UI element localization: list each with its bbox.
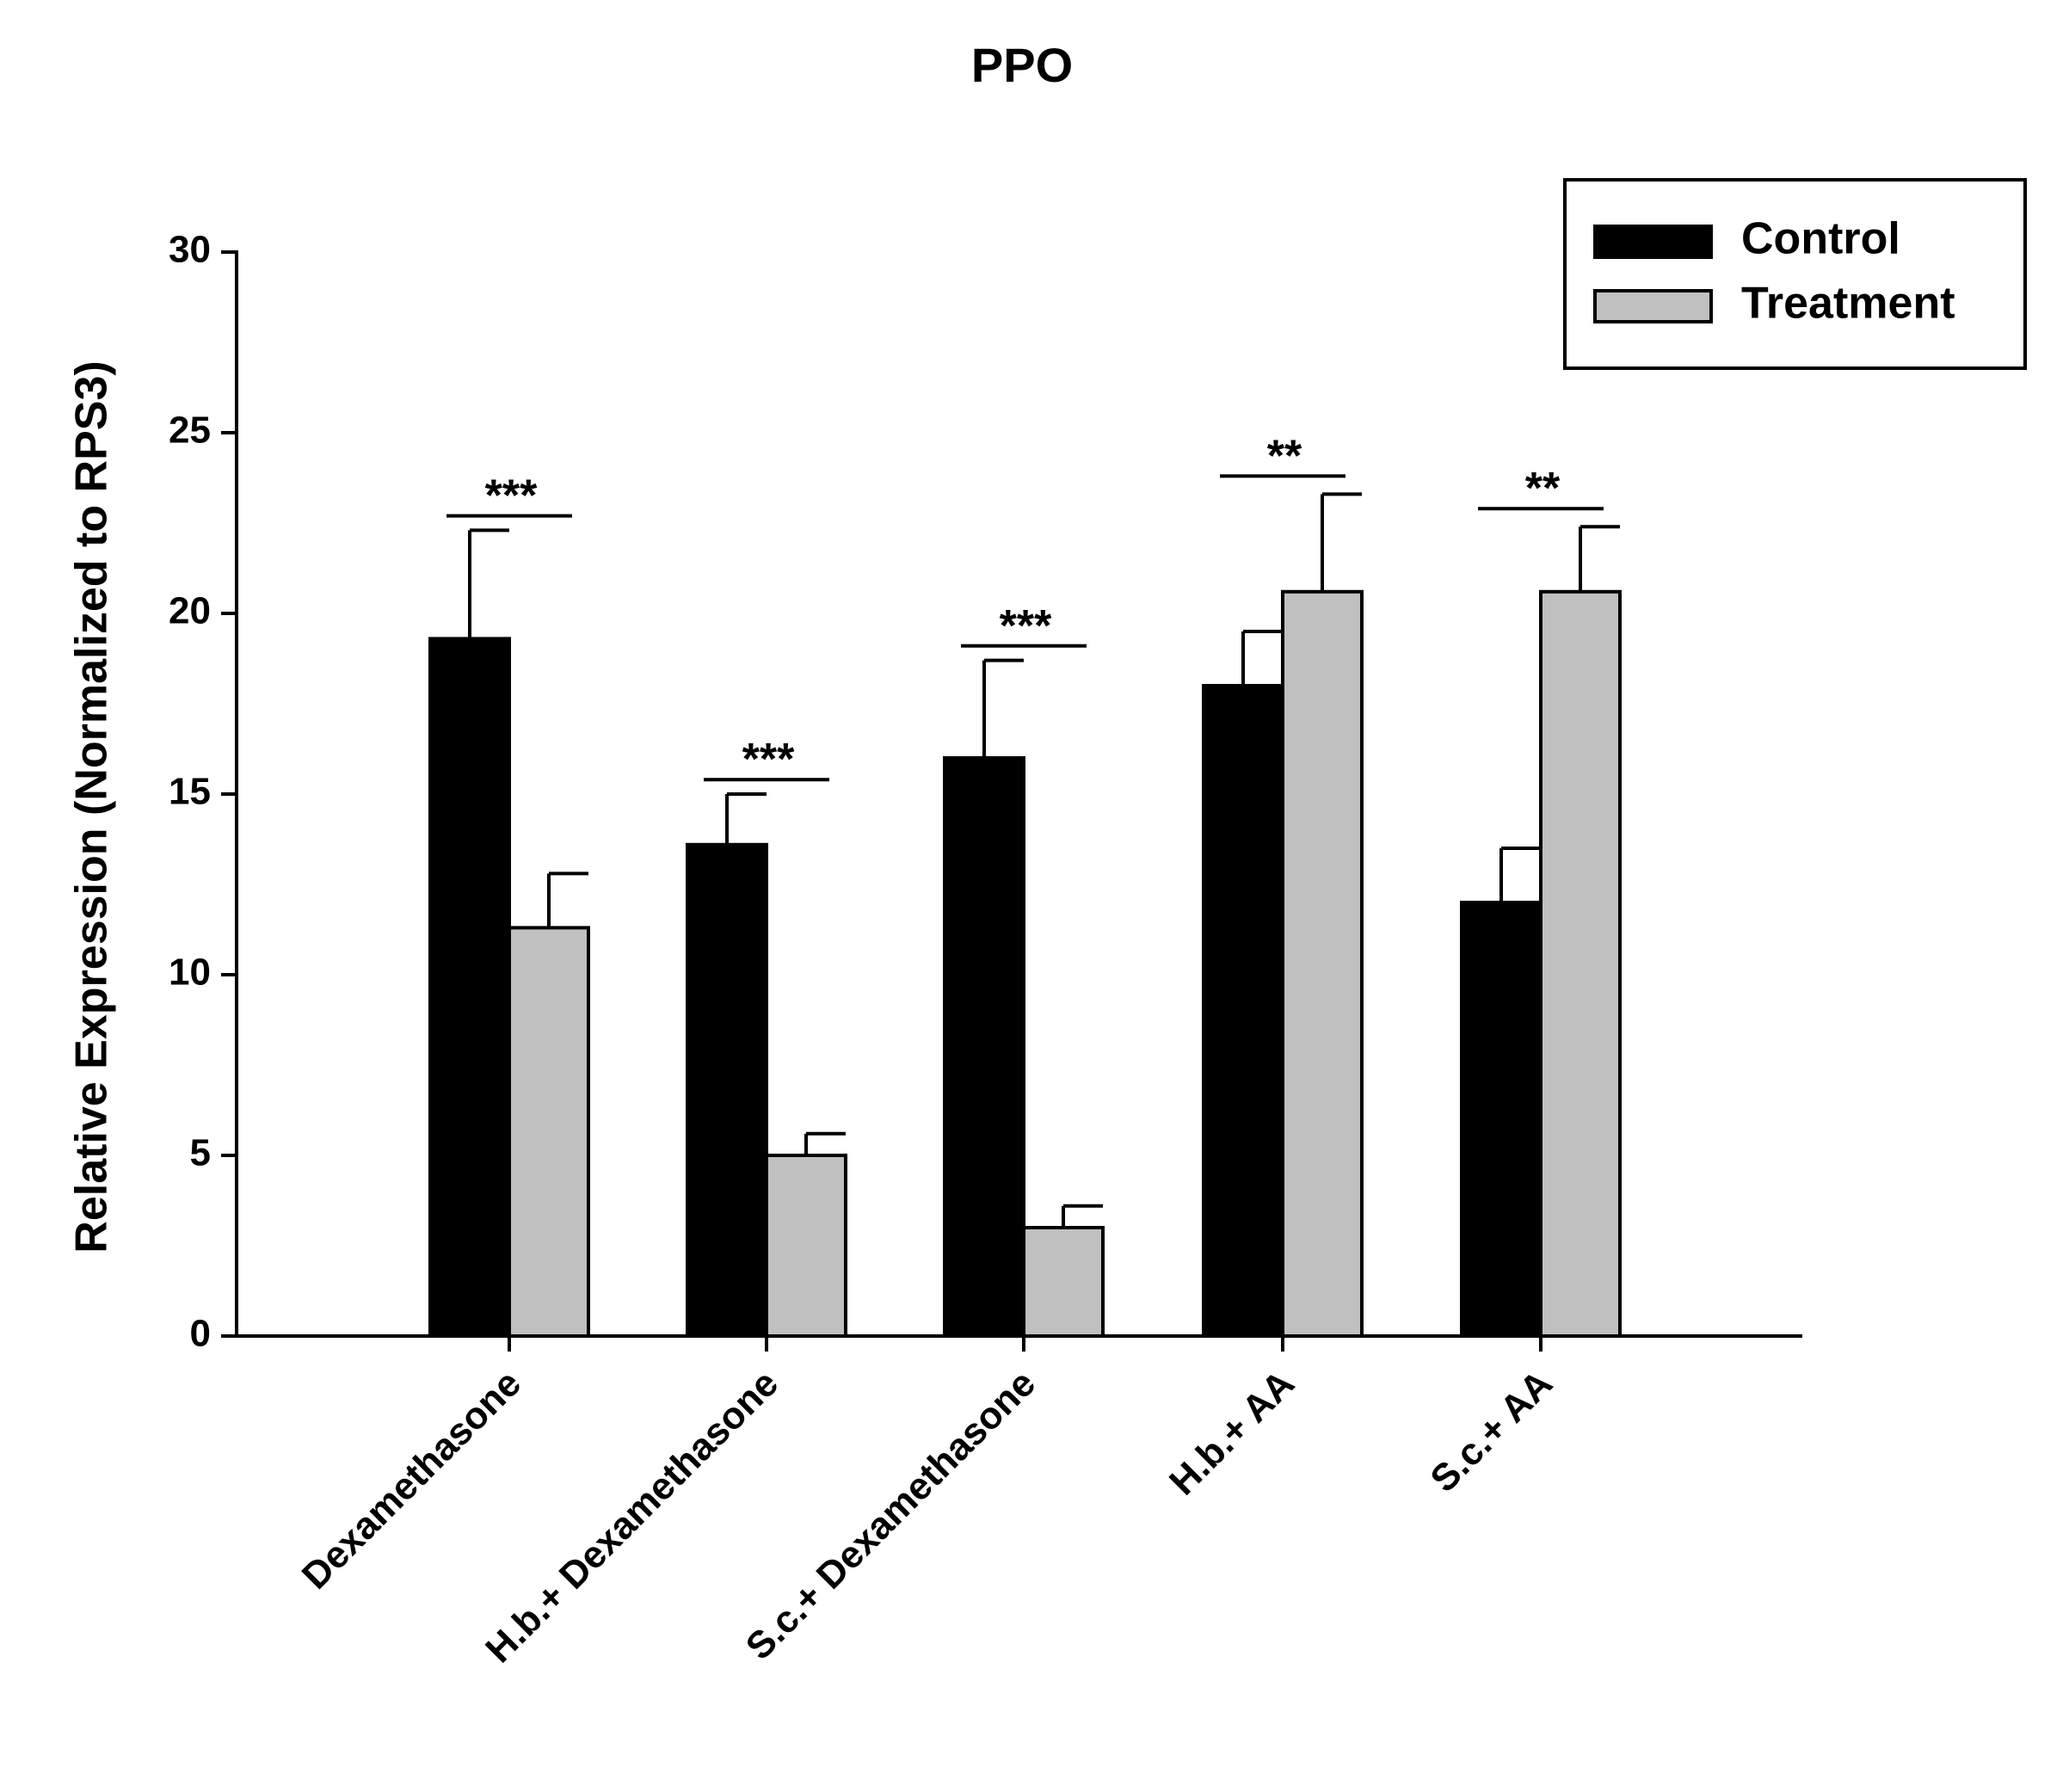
legend: Control Treatment [1563, 178, 2027, 370]
legend-swatch-control [1593, 225, 1713, 259]
x-category-label: H.b.+ Dexamethasone [477, 1362, 786, 1671]
x-category-label: Dexamethasone [294, 1362, 529, 1597]
bar-treatment [1022, 1226, 1105, 1338]
y-tick-label: 15 [169, 771, 211, 813]
bar-control [1460, 901, 1543, 1338]
bar-control [686, 842, 768, 1338]
bar-control [428, 637, 511, 1338]
y-tick-label: 25 [169, 410, 211, 452]
bar-control [943, 756, 1025, 1338]
y-tick-label: 10 [169, 951, 211, 994]
legend-swatch-treatment [1593, 289, 1713, 323]
y-tick-label: 5 [190, 1132, 211, 1174]
legend-label-treatment: Treatment [1741, 279, 1955, 329]
significance-label: ** [1525, 464, 1561, 514]
significance-label: *** [1000, 601, 1052, 651]
x-category-label: S.c.+ AA [1422, 1362, 1561, 1500]
bar-treatment [1281, 589, 1364, 1338]
y-tick-label: 30 [169, 229, 211, 271]
bar-treatment [1539, 589, 1622, 1338]
legend-label-control: Control [1741, 214, 1900, 264]
x-category-label: H.b.+ AA [1161, 1362, 1302, 1503]
bar-treatment [765, 1154, 847, 1338]
chart-title: PPO [971, 38, 1073, 92]
legend-box [1563, 178, 2027, 370]
bar-treatment [508, 926, 590, 1339]
significance-label: *** [485, 471, 538, 521]
y-axis-label: Relative Expression (Normalized to RPS3) [67, 360, 117, 1253]
y-tick-label: 20 [169, 590, 211, 632]
x-category-label: S.c.+ Dexamethasone [738, 1362, 1044, 1667]
significance-label: ** [1267, 431, 1302, 481]
y-tick-label: 0 [190, 1313, 211, 1355]
significance-label: *** [742, 735, 795, 785]
bar-control [1202, 684, 1284, 1338]
